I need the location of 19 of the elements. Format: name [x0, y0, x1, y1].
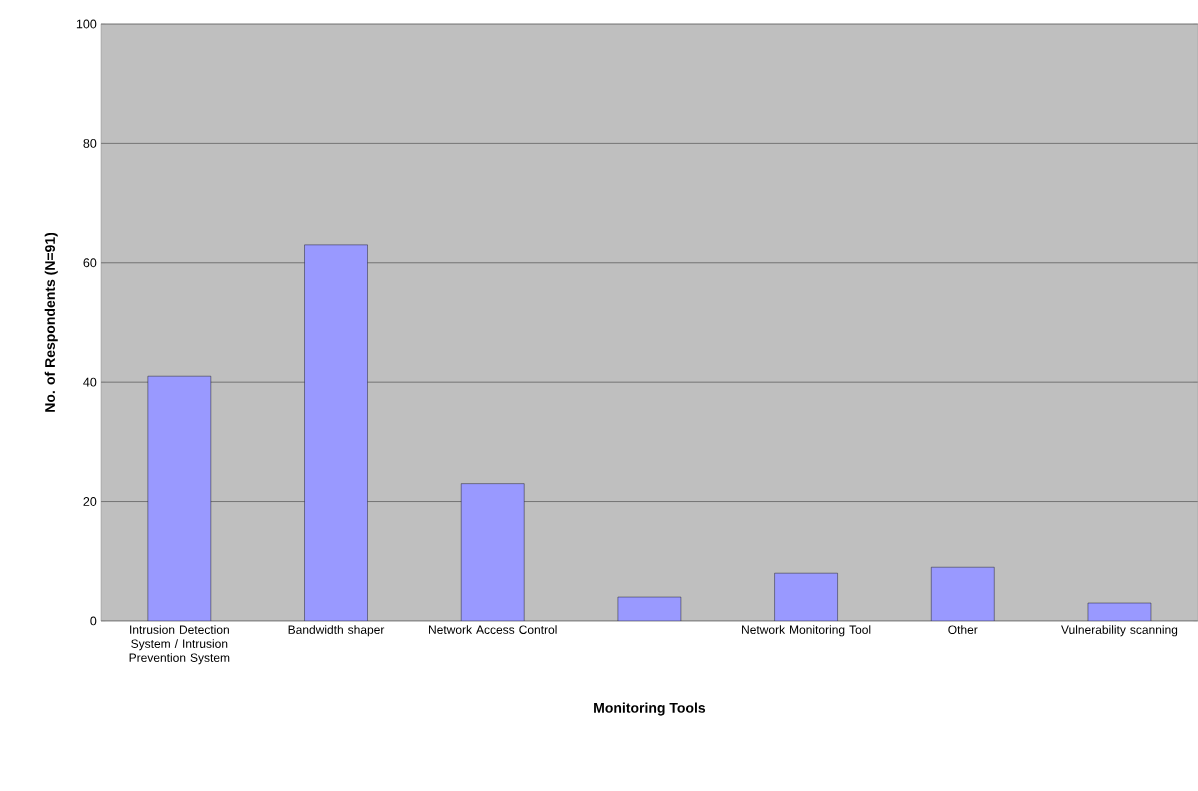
- y-tick-label: 60: [83, 258, 97, 268]
- y-tick-label: 100: [76, 19, 97, 29]
- x-tick-label: Other: [948, 625, 978, 634]
- bar: [774, 573, 838, 621]
- y-tick-label: 40: [83, 377, 97, 387]
- y-axis-title: No. of Respondents (N=91): [44, 232, 58, 412]
- x-tick-label: Bandwidth shaper: [288, 625, 385, 637]
- x-tick-label: Network Monitoring Tool: [742, 625, 871, 637]
- bar: [931, 567, 995, 621]
- bar: [147, 376, 212, 621]
- y-tick-label: 0: [90, 616, 97, 626]
- x-tick-label: Vulnerability scanning: [1061, 625, 1178, 637]
- bar: [461, 483, 525, 621]
- bar: [304, 244, 368, 621]
- y-tick-label: 20: [83, 497, 97, 507]
- y-tick-label: 80: [83, 138, 97, 148]
- x-axis-title: Monitoring Tools: [594, 702, 706, 716]
- x-tick-label: Intrusion Detection System / Intrusion Prevention System: [129, 625, 230, 665]
- x-tick-label: Network Access Control: [429, 625, 557, 634]
